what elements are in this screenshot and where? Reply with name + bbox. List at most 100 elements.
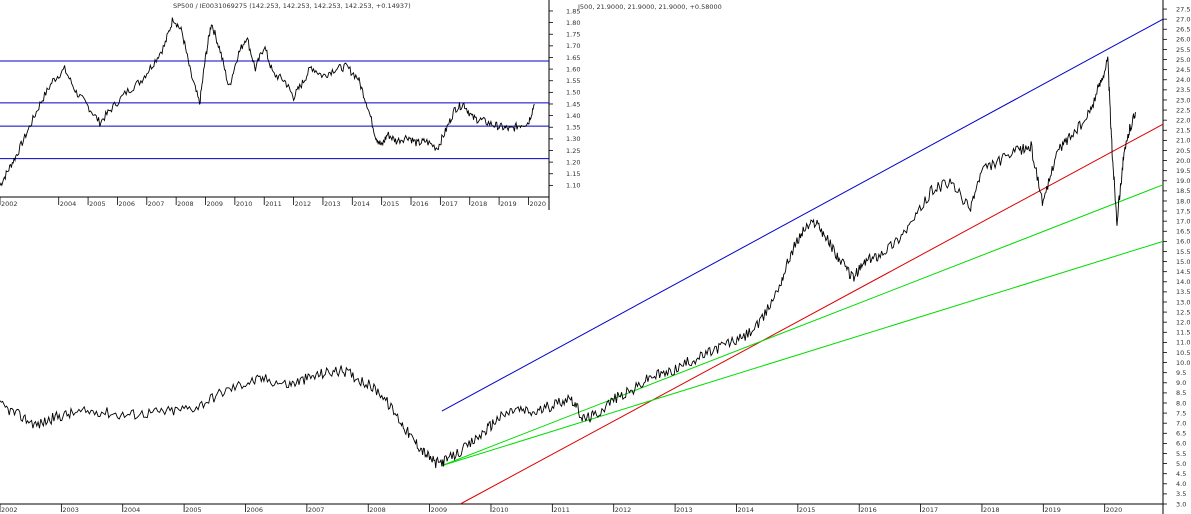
inset-y-tick-label: 1.50 [566, 89, 580, 97]
main-y-tick-label: 21.5 [1176, 127, 1190, 135]
main-y-tick-label: 4.5 [1176, 470, 1186, 478]
inset-x-tick-label: 2016 [412, 200, 429, 208]
inset-x-tick-label: 2006 [118, 200, 135, 208]
inset-ratio-series [0, 17, 535, 187]
inset-x-tick-label: 2005 [89, 200, 106, 208]
main-y-tick-label: 27.5 [1176, 5, 1190, 13]
main-x-tick-label: 2003 [62, 506, 79, 514]
inset-background [0, 0, 558, 210]
main-y-tick-label: 9.0 [1176, 379, 1186, 387]
main-y-tick-label: 19.5 [1176, 167, 1190, 175]
inset-x-tick-label: 2011 [265, 200, 282, 208]
inset-x-tick-label: 2009 [207, 200, 224, 208]
main-y-tick-label: 5.0 [1176, 460, 1186, 468]
main-x-tick-label: 2014 [737, 506, 754, 514]
inset-x-tick-label: 2002 [1, 200, 18, 208]
main-y-tick-label: 20.0 [1176, 157, 1190, 165]
inset-y-tick-label: 1.30 [566, 135, 580, 143]
main-y-tick-label: 12.5 [1176, 308, 1190, 316]
inset-x-tick-label: 2010 [236, 200, 253, 208]
main-y-tick-label: 22.0 [1176, 116, 1190, 124]
main-y-tick-label: 23.0 [1176, 96, 1190, 104]
main-x-tick-label: 2016 [860, 506, 877, 514]
main-price-series [0, 56, 1136, 469]
main-x-tick-label: 2013 [676, 506, 693, 514]
inset-y-tick-label: 1.70 [566, 42, 580, 50]
main-x-tick-label: 2019 [1044, 506, 1061, 514]
main-x-tick-label: 2005 [185, 506, 202, 514]
main-x-tick-label: 2015 [799, 506, 816, 514]
main-y-tick-label: 14.5 [1176, 268, 1190, 276]
inset-y-tick-label: 1.45 [566, 100, 580, 108]
main-x-tick-label: 2007 [308, 506, 325, 514]
inset-x-tick-label: 2007 [148, 200, 165, 208]
main-y-tick-label: 13.5 [1176, 288, 1190, 296]
inset-y-tick-label: 1.15 [566, 170, 580, 178]
main-x-tick-label: 2002 [1, 506, 18, 514]
inset-chart: 1.85 1.80 1.75 1.70 1.65 1.60 1.55 1.50 1.45 1.40… [0, 0, 580, 210]
main-y-tick-label: 8.0 [1176, 399, 1186, 407]
main-y-tick-label: 25.0 [1176, 56, 1190, 64]
main-y-tick-label: 24.0 [1176, 76, 1190, 84]
main-trendline [441, 18, 1164, 412]
main-y-tick-label: 18.0 [1176, 197, 1190, 205]
main-y-tick-label: 13.0 [1176, 298, 1190, 306]
main-y-tick-label: 9.5 [1176, 369, 1186, 377]
inset-y-tick-label: 1.25 [566, 147, 580, 155]
main-x-tick-label: 2006 [246, 506, 263, 514]
main-y-tick-label: 4.0 [1176, 480, 1186, 488]
main-y-tick-label: 11.5 [1176, 329, 1190, 337]
inset-x-tick-label: 2018 [471, 200, 488, 208]
inset-x-tick-label: 2020 [529, 200, 546, 208]
main-x-tick-label: 2020 [1106, 506, 1123, 514]
inset-x-tick-label: 2013 [324, 200, 341, 208]
main-x-tick-label: 2017 [922, 506, 939, 514]
main-y-tick-label: 27.0 [1176, 15, 1190, 23]
inset-y-tick-label: 1.75 [566, 31, 580, 39]
inset-x-tick-label: 2004 [60, 200, 77, 208]
inset-y-tick-label: 1.35 [566, 124, 580, 132]
main-y-tick-label: 3.5 [1176, 490, 1186, 498]
main-y-tick-label: 6.0 [1176, 440, 1186, 448]
main-x-tick-label: 2008 [369, 506, 386, 514]
main-y-tick-label: 10.0 [1176, 359, 1190, 367]
main-y-tick-label: 12.0 [1176, 318, 1190, 326]
main-y-tick-label: 26.0 [1176, 36, 1190, 44]
main-y-tick-label: 23.5 [1176, 86, 1190, 94]
main-y-tick-label: 17.0 [1176, 217, 1190, 225]
main-y-tick-label: 26.5 [1176, 26, 1190, 34]
main-x-tick-label: 2011 [553, 506, 570, 514]
inset-y-tick-label: 1.40 [566, 112, 580, 120]
main-y-tick-label: 14.0 [1176, 278, 1190, 286]
main-y-tick-label: 15.0 [1176, 258, 1190, 266]
main-y-tick-label: 3.0 [1176, 500, 1186, 508]
main-trendline [460, 123, 1164, 505]
main-x-tick-label: 2018 [983, 506, 1000, 514]
main-y-tick-label: 24.5 [1176, 66, 1190, 74]
main-y-tick-label: 25.5 [1176, 46, 1190, 54]
inset-x-tick-label: 2017 [441, 200, 458, 208]
main-x-tick-label: 2004 [124, 506, 141, 514]
inset-y-tick-label: 1.55 [566, 77, 580, 85]
main-chart-title: I500, 21.9000, 21.9000, 21.9000, +0.5800… [578, 3, 722, 11]
main-y-tick-label: 8.5 [1176, 389, 1186, 397]
inset-y-tick-label: 1.20 [566, 158, 580, 166]
main-y-tick-label: 17.5 [1176, 207, 1190, 215]
main-x-tick-label: 2009 [431, 506, 448, 514]
inset-y-tick-label: 1.60 [566, 65, 580, 73]
inset-x-tick-label: 2015 [383, 200, 400, 208]
main-y-tick-label: 19.0 [1176, 177, 1190, 185]
main-y-tick-label: 15.5 [1176, 248, 1190, 256]
main-x-tick-label: 2010 [492, 506, 509, 514]
main-trendline [441, 240, 1164, 467]
main-y-tick-label: 7.5 [1176, 409, 1186, 417]
inset-chart-title: SP500 / IE0031069275 (142.253, 142.253, … [173, 2, 411, 10]
main-y-tick-label: 22.5 [1176, 106, 1190, 114]
main-y-tick-label: 16.0 [1176, 238, 1190, 246]
main-y-tick-label: 18.5 [1176, 187, 1190, 195]
main-y-tick-label: 20.5 [1176, 147, 1190, 155]
main-y-tick-label: 10.5 [1176, 349, 1190, 357]
main-y-tick-label: 7.0 [1176, 419, 1186, 427]
